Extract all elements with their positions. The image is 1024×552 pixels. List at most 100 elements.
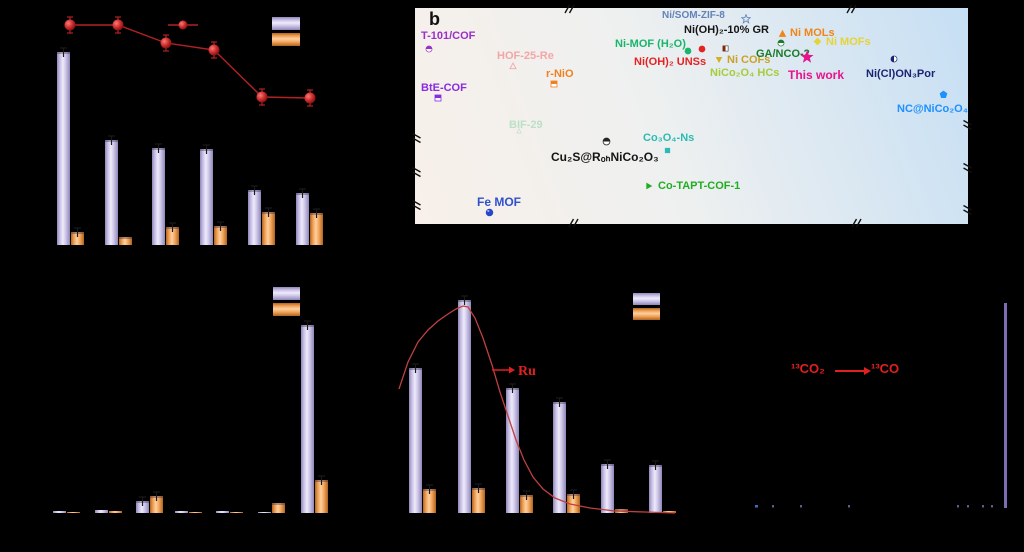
bar-purple bbox=[95, 510, 108, 513]
bar-purple bbox=[105, 140, 118, 245]
legend-swatch-purple bbox=[633, 293, 660, 305]
legend-swatch-orange bbox=[633, 308, 660, 320]
ru-label: Ru bbox=[518, 364, 536, 379]
axis-break-icon bbox=[963, 162, 973, 175]
spectrum-dot bbox=[967, 505, 969, 508]
bar-purple bbox=[601, 464, 614, 513]
bar-purple bbox=[301, 325, 314, 513]
scatter-label-nico-o-hcs: NiCo₂O₄ HCs bbox=[710, 67, 780, 79]
bar-orange bbox=[71, 232, 84, 245]
bar-purple bbox=[296, 193, 309, 245]
reaction-arrowhead bbox=[864, 367, 871, 375]
scatter-label-bte-cof: BtE-COF bbox=[421, 82, 467, 94]
legend-swatch-orange bbox=[273, 303, 300, 316]
axis-break-icon bbox=[850, 218, 863, 228]
spectrum-dot bbox=[982, 505, 984, 508]
bar-orange bbox=[520, 495, 533, 513]
bar-purple bbox=[200, 149, 213, 245]
scatter-marker-bif-29-icon bbox=[516, 128, 522, 134]
scatter-marker-ni-cl-on-por-icon bbox=[890, 55, 898, 63]
scatter-label-r-nio: r-NiO bbox=[546, 68, 574, 80]
scatter-marker-this-work-icon bbox=[800, 50, 814, 64]
spectrum-dot bbox=[755, 505, 758, 508]
spectrum-dot bbox=[772, 505, 774, 508]
scatter-marker-ni-mofs-icon bbox=[813, 37, 822, 46]
ru-curve bbox=[398, 305, 676, 514]
bar-orange bbox=[310, 213, 323, 245]
bar-orange bbox=[230, 512, 243, 513]
scatter-marker-co-tapt-cof-1-icon bbox=[645, 182, 653, 190]
bar-orange bbox=[166, 227, 179, 245]
scatter-label-ni-cofs: Ni COFs bbox=[727, 54, 771, 66]
bar-orange bbox=[423, 489, 436, 513]
bar-purple bbox=[649, 465, 662, 513]
bar-purple bbox=[506, 388, 519, 513]
panel-b-scatter: b T-101/COF BtE-COF HOF-25-Re r-NiO BIF-29 Fe… bbox=[412, 4, 972, 228]
scatter-marker-nc-nico-o-icon bbox=[939, 90, 948, 99]
scatter-label-ni-mof-h-o: Ni-MOF (H₂O) bbox=[615, 38, 686, 50]
scatter-label-cu-s-r-nico-o: Cu₂S@RₒₕNiCo₂O₃ bbox=[551, 150, 659, 164]
bar-orange bbox=[109, 511, 122, 513]
scatter-marker-ni-oh-unss-icon bbox=[698, 45, 706, 53]
bar-purple bbox=[409, 368, 422, 513]
bar-orange bbox=[567, 494, 580, 513]
axis-break-icon bbox=[845, 4, 858, 14]
line-point bbox=[304, 92, 316, 104]
scatter-marker-ni-mols-icon bbox=[778, 29, 787, 38]
scatter-label-co-tapt-cof-1: Co-TAPT-COF-1 bbox=[658, 180, 741, 192]
legend-swatch-purple bbox=[272, 17, 300, 30]
line-point bbox=[112, 19, 124, 31]
scatter-label-ni-oh-unss: Ni(OH)₂ UNSs bbox=[634, 56, 707, 68]
trend-line bbox=[70, 24, 311, 99]
bar-orange bbox=[315, 480, 328, 513]
scatter-marker-t-101-cof-icon bbox=[425, 45, 433, 53]
bar-orange bbox=[262, 212, 275, 245]
bar-top-cap bbox=[615, 509, 628, 511]
spectrum-dot bbox=[848, 505, 850, 508]
scatter-label-hof-25-re: HOF-25-Re bbox=[497, 50, 554, 62]
scatter-label-nc-nico-o: NC@NiCo₂O₄ bbox=[897, 103, 968, 115]
bar-purple bbox=[248, 190, 261, 245]
line-point bbox=[160, 37, 172, 49]
spectrum-dot bbox=[957, 505, 959, 508]
panel-b-letter: b bbox=[429, 9, 440, 29]
bar-purple bbox=[57, 52, 70, 245]
bar-purple bbox=[553, 402, 566, 513]
scatter-label-bif-29: BIF-29 bbox=[509, 119, 543, 131]
scatter-marker-r-nio-icon bbox=[550, 80, 558, 88]
bar-purple bbox=[258, 512, 271, 513]
spectrum-dot bbox=[800, 505, 802, 508]
scatter-label-ni-cl-on-por: Ni(Cl)ON₃Por bbox=[866, 68, 936, 80]
isotope-product-label: ¹³CO bbox=[871, 361, 900, 376]
spectrum-peak bbox=[1004, 303, 1007, 508]
spectrum-dot bbox=[991, 505, 993, 508]
axis-break-icon bbox=[963, 119, 973, 132]
axis-break-icon bbox=[963, 204, 973, 217]
bar-orange bbox=[189, 512, 202, 513]
scatter-label-fe-mof: Fe MOF bbox=[477, 195, 521, 209]
line-point bbox=[208, 44, 220, 56]
scatter-label-t-101-cof: T-101/COF bbox=[421, 30, 476, 42]
scatter-label-ni-oh-10-gr: Ni(OH)₂-10% GR bbox=[684, 24, 769, 36]
scatter-label-ni-mols: Ni MOLs bbox=[790, 27, 835, 39]
legend-line-marker bbox=[178, 20, 188, 30]
bar-orange bbox=[214, 226, 227, 245]
bar-purple bbox=[53, 511, 66, 513]
legend-swatch-orange bbox=[272, 33, 300, 46]
scatter-marker-cu-s-r-nico-o-icon bbox=[602, 137, 611, 146]
scatter-marker-ni-som-zif-8-icon bbox=[740, 13, 752, 24]
scatter-marker-ga-nco-2-icon bbox=[777, 39, 785, 47]
bar-top-cap bbox=[119, 237, 132, 239]
axis-break-icon bbox=[412, 199, 422, 212]
scatter-marker-fe-mof-icon bbox=[485, 208, 494, 217]
bar-orange bbox=[119, 237, 132, 245]
isotope-reactant-label: ¹³CO₂ bbox=[791, 361, 825, 376]
scatter-marker-co-o-ns-icon bbox=[664, 147, 671, 154]
axis-break-icon bbox=[412, 132, 422, 145]
bar-purple bbox=[458, 300, 471, 513]
scatter-label-co-o-ns: Co₃O₄-Ns bbox=[643, 132, 695, 144]
bar-purple bbox=[152, 148, 165, 245]
scatter-label-ni-mofs: Ni MOFs bbox=[826, 36, 871, 48]
